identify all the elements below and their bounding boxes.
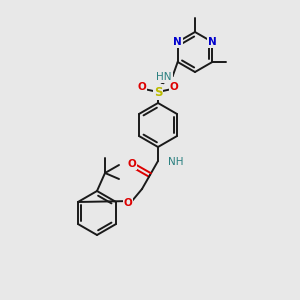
Text: O: O	[138, 82, 146, 92]
Text: NH: NH	[168, 157, 184, 167]
Text: O: O	[169, 82, 178, 92]
Text: S: S	[154, 85, 162, 98]
Text: HN: HN	[156, 72, 172, 82]
Text: N: N	[208, 37, 217, 47]
Text: O: O	[128, 159, 136, 169]
Text: N: N	[173, 37, 182, 47]
Text: O: O	[124, 198, 132, 208]
